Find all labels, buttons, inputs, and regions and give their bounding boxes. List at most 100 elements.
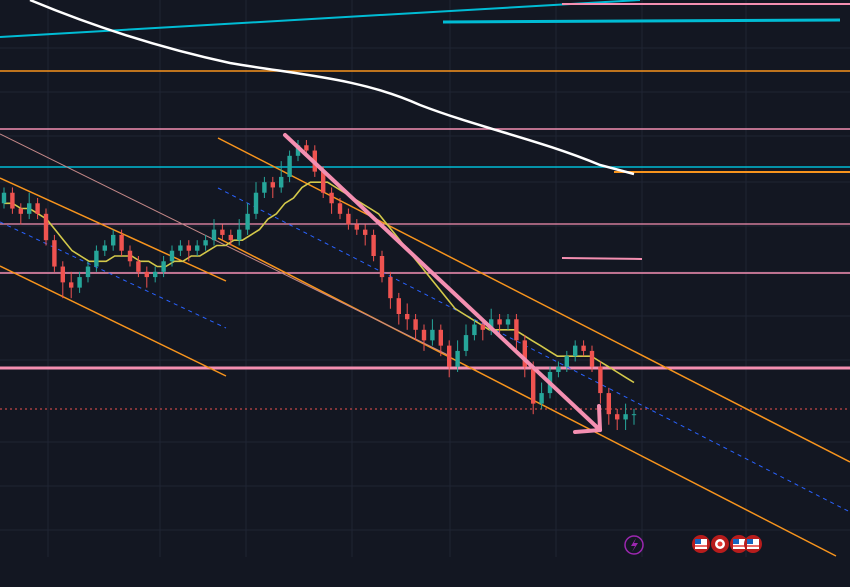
candle-body — [514, 319, 519, 341]
candle — [615, 408, 620, 430]
candle — [413, 314, 418, 341]
candle-body — [85, 266, 91, 278]
candle — [60, 261, 65, 299]
candle — [161, 256, 166, 278]
candle-body — [270, 182, 275, 188]
candle — [463, 324, 469, 357]
candle-body — [237, 229, 242, 241]
cyan-trend-line[interactable] — [0, 0, 641, 38]
candle — [262, 176, 267, 198]
candle — [438, 324, 443, 357]
candle-body — [379, 256, 385, 278]
candle-body — [195, 245, 200, 251]
candle-body — [413, 319, 418, 330]
candle — [195, 240, 200, 256]
candle — [581, 340, 586, 357]
time-axis-strip — [0, 557, 850, 587]
candle-body — [111, 234, 116, 246]
candle-body — [396, 298, 401, 314]
candle — [295, 140, 301, 162]
candle-body — [52, 240, 57, 267]
candle — [77, 271, 82, 293]
candle-body — [505, 319, 511, 325]
candle — [405, 303, 410, 330]
candle — [102, 240, 107, 256]
candle-body — [531, 366, 536, 404]
candle — [388, 271, 393, 309]
candle — [69, 271, 74, 299]
candle-body — [556, 366, 561, 372]
candle-body — [606, 393, 611, 415]
candle — [556, 361, 561, 378]
candle-body — [354, 224, 359, 230]
candle-body — [136, 261, 141, 272]
candle — [178, 240, 183, 256]
candle — [598, 361, 603, 404]
candle — [514, 314, 519, 351]
candle-body — [203, 240, 208, 246]
candle — [169, 245, 175, 267]
candle-body — [228, 234, 233, 241]
candle — [396, 292, 401, 325]
down-arrow-drawing[interactable] — [283, 133, 602, 434]
candle-body — [1, 192, 7, 204]
candle-body — [35, 203, 40, 214]
candle-body — [438, 329, 443, 346]
candle-body — [43, 213, 49, 241]
candle-body — [346, 213, 351, 225]
candle — [589, 345, 595, 372]
candle-body — [455, 350, 460, 367]
candle-body — [598, 366, 603, 394]
candle — [52, 234, 57, 272]
candle — [27, 192, 32, 220]
candle-body — [371, 234, 376, 256]
candle-body — [60, 266, 65, 283]
candle — [144, 266, 149, 288]
candle — [245, 203, 250, 235]
candle — [111, 229, 116, 251]
candle-body — [18, 208, 23, 214]
candle-body — [253, 192, 259, 214]
price-chart[interactable] — [0, 0, 850, 557]
candle — [606, 387, 611, 425]
candle — [211, 219, 217, 246]
candle-body — [388, 277, 393, 299]
candle — [270, 176, 275, 198]
candle — [186, 240, 191, 262]
candle — [564, 350, 569, 372]
candle-body — [522, 340, 527, 367]
candle — [573, 340, 578, 362]
candle-body — [539, 393, 544, 404]
candle-body — [337, 203, 343, 214]
economic-events-flags[interactable] — [692, 535, 762, 553]
candle — [631, 408, 637, 425]
candle-body — [321, 171, 326, 193]
candle — [136, 256, 141, 278]
candle-body — [295, 145, 301, 156]
flag-icon — [692, 535, 710, 553]
candle — [127, 245, 133, 267]
candle — [522, 335, 527, 378]
candle-body — [77, 277, 82, 288]
candle-body — [69, 282, 74, 288]
candle-body — [497, 319, 502, 325]
candle — [539, 382, 544, 409]
candle-body — [589, 350, 595, 367]
candle — [455, 340, 460, 372]
candle-body — [363, 229, 368, 235]
candle-body — [119, 234, 124, 251]
pink-short-line[interactable] — [561, 257, 643, 260]
candle — [35, 198, 40, 220]
candle-body — [329, 192, 334, 204]
candle — [363, 224, 368, 246]
cyan-short-line[interactable] — [442, 18, 841, 24]
candle-body — [10, 192, 15, 209]
candle-body — [245, 213, 250, 230]
candle-body — [169, 250, 175, 262]
candle-body — [405, 314, 410, 320]
candle-body — [564, 356, 569, 367]
lightning-icon[interactable] — [624, 535, 644, 555]
fast-moving-average — [4, 181, 635, 384]
descending-channel[interactable] — [0, 137, 850, 557]
slow-moving-average — [29, 0, 635, 176]
